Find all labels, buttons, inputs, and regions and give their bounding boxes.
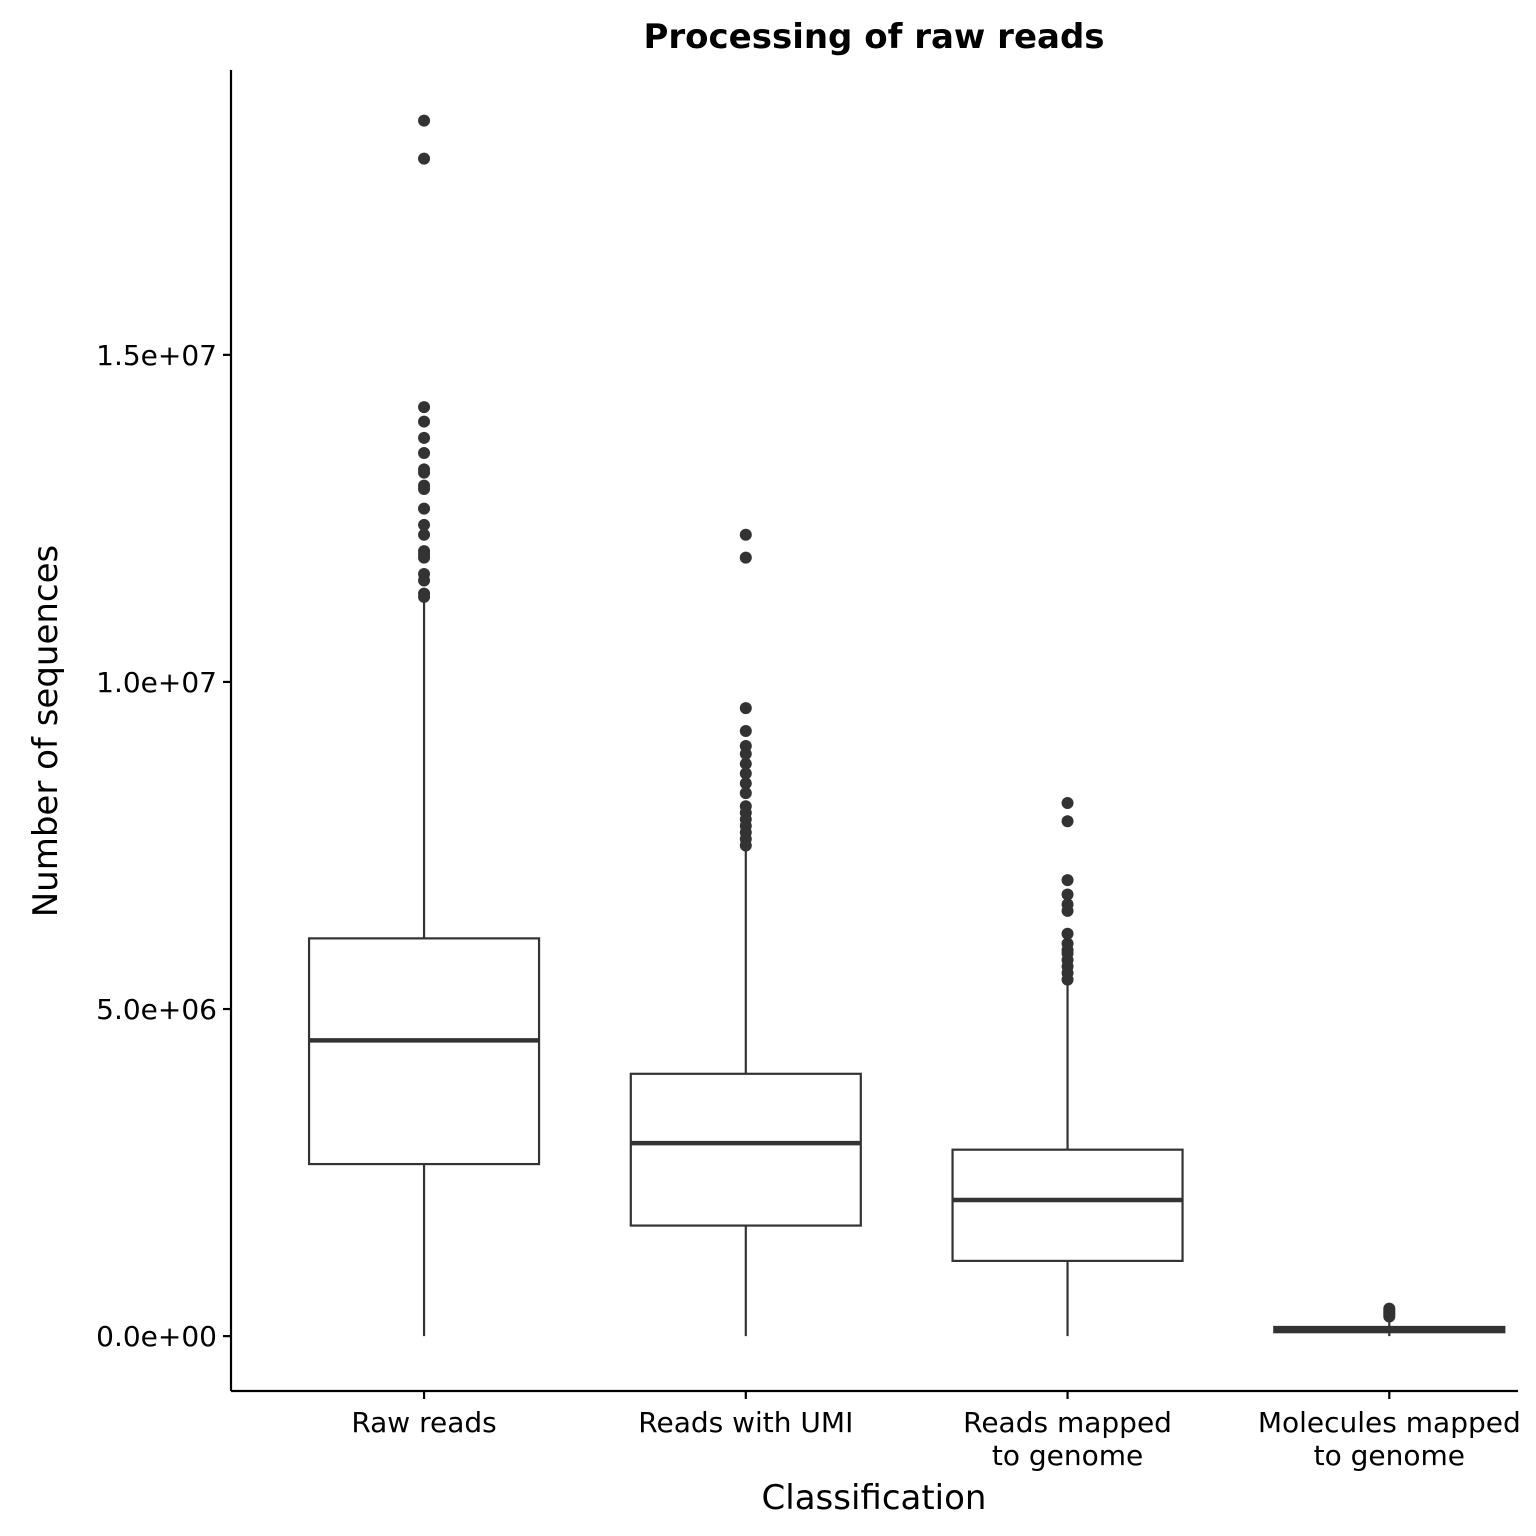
outlier-point-0-4 bbox=[418, 431, 431, 444]
outlier-point-0-9 bbox=[418, 482, 431, 495]
x-tick-label-3-1: to genome bbox=[1314, 1439, 1465, 1472]
outlier-point-1-0 bbox=[739, 528, 752, 541]
outlier-point-0-19 bbox=[418, 590, 431, 603]
outlier-point-1-1 bbox=[739, 551, 752, 564]
plot-area: 0.0e+00 5.0e+06 1.0e+07 1.5e+07 Raw reads Rea… bbox=[96, 70, 1521, 1472]
outlier-point-2-0 bbox=[1061, 796, 1074, 809]
outlier-point-2-6 bbox=[1061, 927, 1074, 940]
x-tick-label-2-0: Reads mapped bbox=[963, 1406, 1172, 1439]
outlier-point-1-7 bbox=[739, 767, 752, 780]
box-1 bbox=[629, 1072, 862, 1227]
outlier-point-0-11 bbox=[418, 518, 431, 531]
outlier-point-1-16 bbox=[739, 839, 752, 852]
x-tick-label-1-0: Reads with UMI bbox=[638, 1406, 853, 1439]
outlier-point-1-3 bbox=[739, 725, 752, 737]
outlier-point-1-8 bbox=[739, 777, 752, 790]
box-2 bbox=[951, 1148, 1184, 1262]
y-tick-label-1: 5.0e+06 bbox=[96, 993, 217, 1026]
y-tick-label-2: 1.0e+07 bbox=[96, 666, 217, 699]
y-tick-label-3: 1.5e+07 bbox=[96, 339, 217, 372]
outlier-point-3-4 bbox=[1383, 1310, 1396, 1323]
outlier-point-2-13 bbox=[1061, 973, 1074, 986]
outlier-point-0-5 bbox=[418, 446, 431, 459]
outlier-point-0-0 bbox=[418, 114, 431, 127]
y-tick-label-0: 0.0e+00 bbox=[96, 1320, 217, 1353]
outlier-point-1-9 bbox=[739, 787, 752, 800]
outlier-point-2-5 bbox=[1061, 904, 1074, 917]
outlier-point-2-2 bbox=[1061, 874, 1074, 887]
outlier-point-0-7 bbox=[418, 466, 431, 479]
outlier-point-0-1 bbox=[418, 152, 431, 165]
chart-title: Processing of raw reads bbox=[643, 17, 1104, 57]
outlier-point-1-6 bbox=[739, 757, 752, 770]
outlier-point-0-2 bbox=[418, 401, 431, 414]
outlier-point-0-12 bbox=[418, 528, 431, 541]
outlier-point-2-1 bbox=[1061, 815, 1074, 828]
outlier-point-2-3 bbox=[1061, 888, 1074, 901]
y-axis-title: Number of sequences bbox=[26, 545, 66, 918]
x-axis-title: Classification bbox=[762, 1478, 987, 1518]
x-tick-label-0-0: Raw reads bbox=[351, 1406, 496, 1439]
outlier-point-0-10 bbox=[418, 502, 431, 515]
outlier-point-0-17 bbox=[418, 574, 431, 587]
outlier-point-1-5 bbox=[739, 747, 752, 760]
outlier-point-1-2 bbox=[739, 702, 752, 715]
box-0 bbox=[307, 937, 541, 1166]
outlier-point-0-15 bbox=[418, 551, 431, 564]
x-tick-label-3-0: Molecules mapped bbox=[1258, 1406, 1521, 1439]
outlier-point-0-3 bbox=[418, 415, 431, 428]
x-tick-label-2-1: to genome bbox=[992, 1439, 1143, 1472]
